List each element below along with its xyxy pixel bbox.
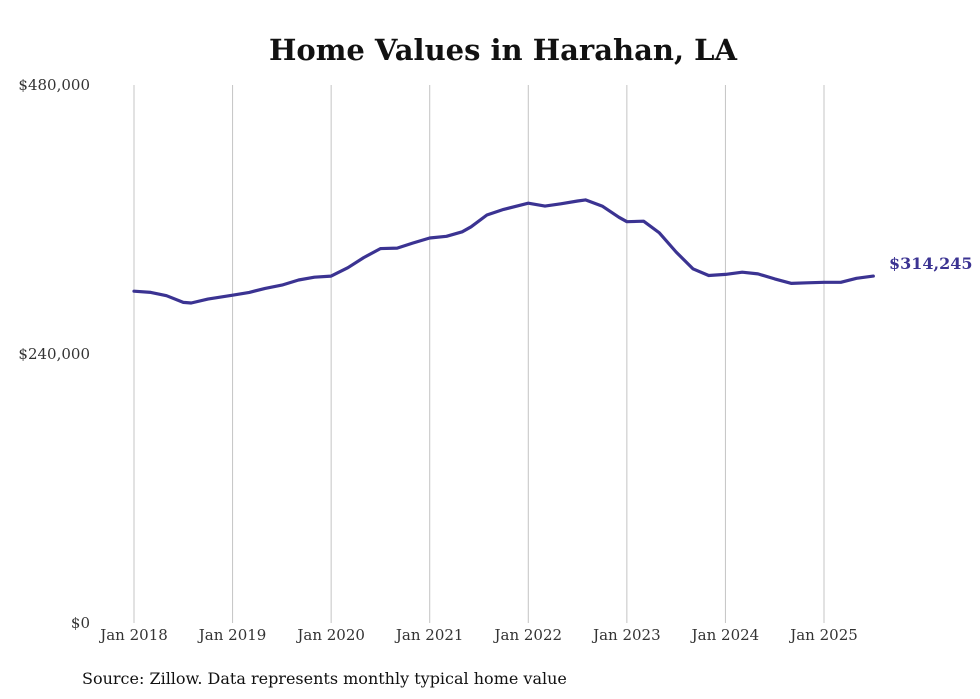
y-tick-label: $0 [71,614,90,632]
last-value-label: $314,245 [889,254,973,273]
y-tick-label: $240,000 [18,345,90,363]
x-tick-label: Jan 2023 [591,626,661,644]
series-layer [132,198,875,305]
source-note: Source: Zillow. Data represents monthly … [82,669,567,688]
x-tick-label: Jan 2018 [98,626,168,644]
gridlines [133,85,825,623]
x-tick-label: Jan 2025 [788,626,858,644]
x-tick-label: Jan 2020 [295,626,365,644]
y-axis-ticks: $0 $240,000 $480,000 [18,76,90,632]
y-tick-label: $480,000 [18,76,90,94]
x-axis-ticks: Jan 2018 Jan 2019 Jan 2020 Jan 2021 Jan 2022… [98,626,858,644]
chart-title: Home Values in Harahan, LA [269,33,738,67]
x-tick-label: Jan 2019 [197,626,267,644]
x-tick-label: Jan 2021 [394,626,464,644]
series-line-0 [132,198,875,305]
x-tick-label: Jan 2022 [493,626,563,644]
x-tick-label: Jan 2024 [690,626,760,644]
